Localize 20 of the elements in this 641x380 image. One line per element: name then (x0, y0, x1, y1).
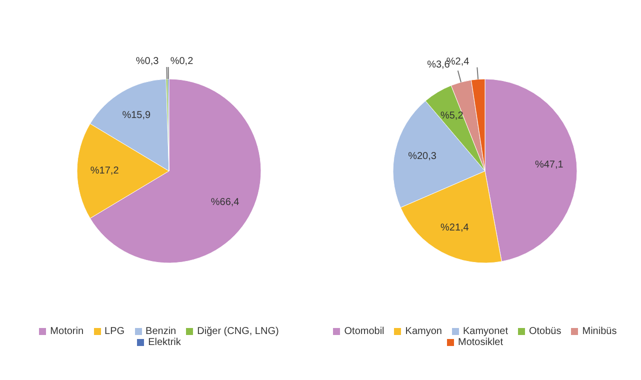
data-label: %0,3 (136, 56, 160, 68)
data-label: %0,2 (170, 56, 194, 67)
legend-label: Diğer (CNG, LNG) (197, 326, 279, 337)
legend-label: Motosiklet (458, 337, 503, 348)
data-label: %66,4 (210, 197, 240, 208)
data-label: %20,3 (408, 150, 437, 162)
legend-label: Otobüs (529, 326, 562, 337)
legend-label: Motorin (50, 326, 84, 337)
legend-label: Kamyon (405, 326, 442, 337)
data-label: %5,2 (440, 110, 464, 122)
legend-label: Minibüs (582, 326, 617, 337)
legend-label: Otomobil (344, 326, 384, 337)
data-label: %15,9 (122, 110, 152, 121)
legend-label: Benzin (146, 326, 176, 337)
legend-label: LPG (104, 326, 125, 337)
data-label: %17,2 (90, 166, 120, 176)
legend-label: Kamyonet (462, 326, 508, 337)
data-label: %21,4 (440, 222, 470, 234)
legend-label: Elektrik (148, 337, 181, 348)
data-label: %47,1 (534, 160, 564, 171)
